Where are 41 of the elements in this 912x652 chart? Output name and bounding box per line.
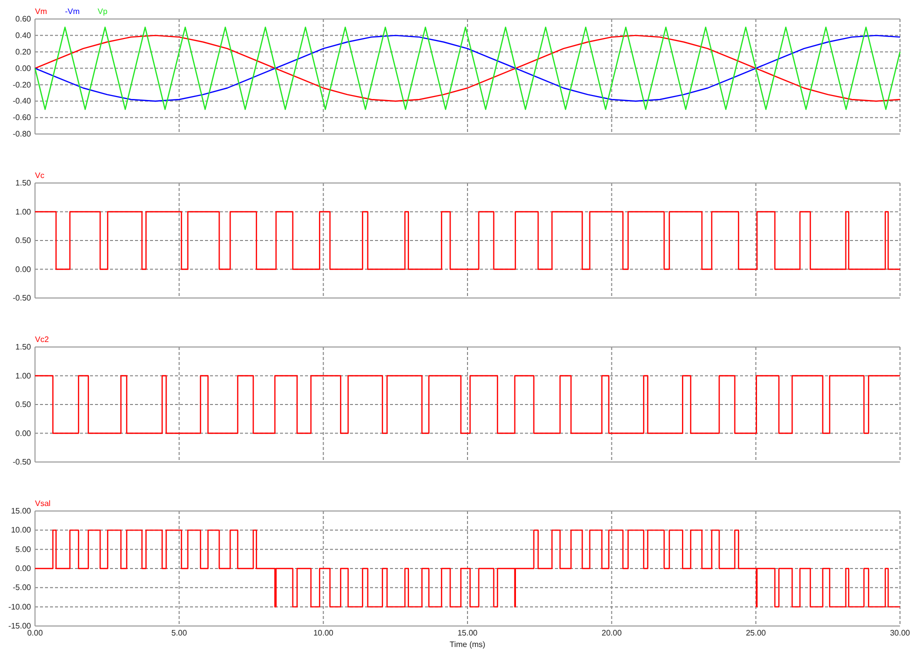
y-tick-label: 0.50 — [15, 236, 32, 246]
x-axis-title: Time (ms) — [450, 640, 486, 649]
x-tick-label: 15.00 — [457, 628, 478, 638]
y-tick-label: 0.00 — [15, 564, 32, 574]
y-tick-label: 5.00 — [15, 544, 32, 554]
y-tick-label: -0.20 — [12, 80, 32, 90]
text: Vc — [35, 171, 44, 180]
y-tick-label: -15.00 — [8, 622, 32, 631]
y-tick-label: -0.50 — [12, 458, 32, 467]
y-tick-label: 1.00 — [15, 371, 32, 380]
y-tick-label: -0.80 — [12, 130, 32, 139]
text: -Vm — [65, 7, 80, 16]
text: Vsal — [35, 499, 51, 508]
y-tick-label: -0.50 — [12, 294, 32, 303]
y-tick-label: -0.40 — [12, 96, 32, 106]
y-tick-label: 0.00 — [15, 64, 32, 73]
y-tick-label: 1.50 — [15, 178, 32, 188]
x-tick-label: 0.00 — [27, 628, 44, 638]
y-tick-label: 15.00 — [10, 506, 32, 516]
text: Vm — [35, 7, 48, 16]
y-tick-label: 0.40 — [15, 30, 32, 40]
text: Vc2 — [35, 335, 50, 344]
line-series — [34, 34, 901, 102]
y-tick-label: 1.50 — [15, 342, 32, 352]
y-tick-label: 0.20 — [15, 47, 32, 56]
x-tick-label: 30.00 — [890, 628, 911, 638]
series-label: Vp — [98, 7, 108, 16]
y-tick-label: 10.00 — [10, 526, 32, 535]
y-tick-label: -5.00 — [12, 583, 32, 592]
y-tick-label: 0.50 — [15, 400, 32, 410]
y-tick-label: 1.00 — [15, 207, 32, 216]
x-tick-label: 25.00 — [746, 628, 766, 638]
y-tick-label: 0.60 — [15, 14, 32, 24]
y-tick-label: -0.60 — [12, 113, 32, 122]
y-tick-label: -10.00 — [8, 602, 32, 612]
x-tick-label: 20.00 — [602, 628, 622, 638]
y-tick-label: 0.00 — [15, 264, 32, 274]
x-tick-label: 5.00 — [171, 628, 188, 638]
line-series — [34, 26, 901, 110]
x-tick-label: 10.00 — [313, 628, 334, 638]
y-tick-label: 0.00 — [15, 428, 32, 438]
